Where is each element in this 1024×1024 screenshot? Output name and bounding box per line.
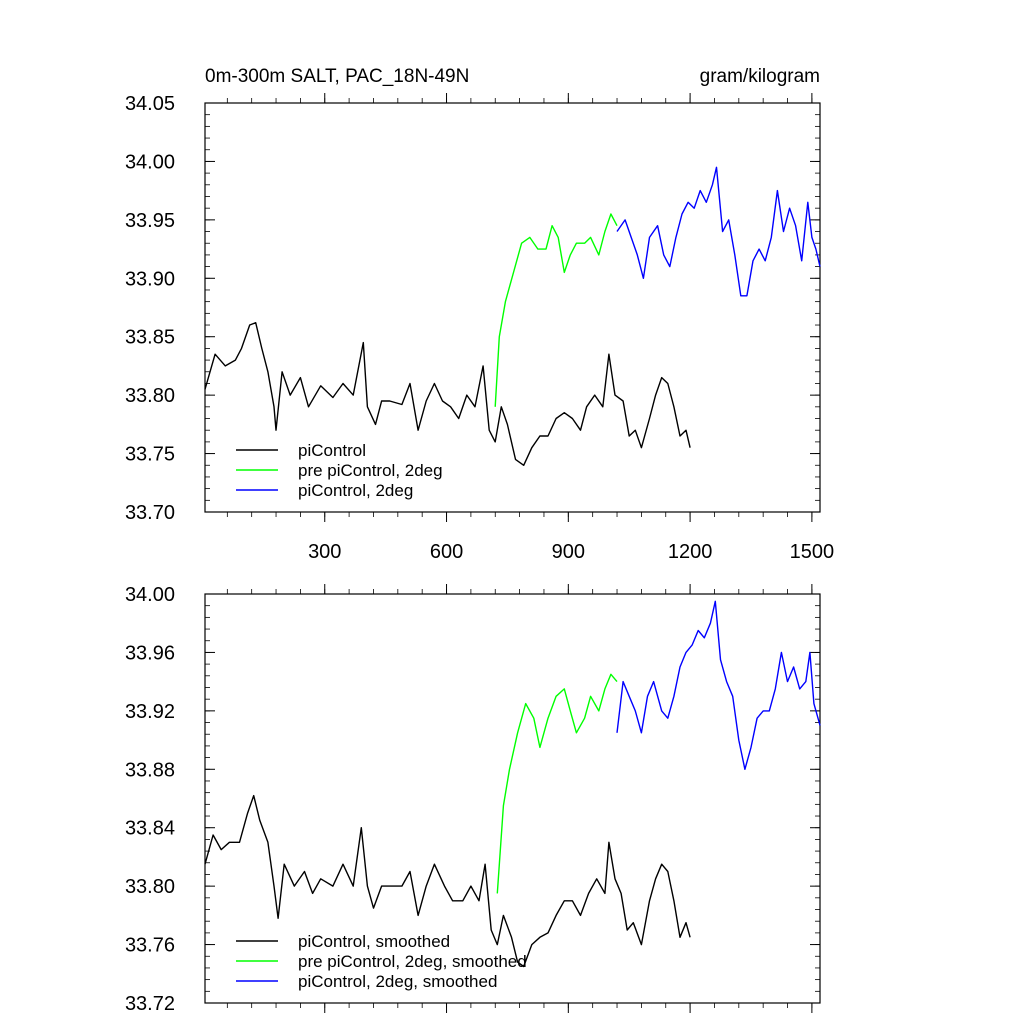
legend-label: pre piControl, 2deg <box>298 461 443 480</box>
bottom-panel-series <box>204 600 821 968</box>
y-tick-label: 33.96 <box>125 642 175 664</box>
x-tick-label: 1500 <box>790 541 835 563</box>
series-line-2 <box>616 166 821 297</box>
top-panel-title: 0m-300m SALT, PAC_18N-49N <box>205 66 469 87</box>
top-panel-axes: 33.70 33.75 33.80 33.85 33.90 33.95 34.00 34.05… <box>125 93 834 563</box>
series-line-0 <box>204 322 691 466</box>
x-tick-label: 1200 <box>668 541 713 563</box>
x-tick-label: 300 <box>308 541 341 563</box>
series-line-1 <box>494 213 618 407</box>
legend-label: piControl, 2deg, smoothed <box>298 972 497 991</box>
series-line-0 <box>204 794 691 968</box>
series-line-1 <box>496 673 618 894</box>
top-panel-units: gram/kilogram <box>700 66 820 87</box>
plot-frame <box>204 102 821 513</box>
y-tick-label: 33.75 <box>125 444 175 466</box>
y-tick-label: 33.76 <box>125 935 175 957</box>
y-tick-label: 33.80 <box>125 876 175 898</box>
top-panel-series <box>204 166 821 466</box>
y-tick-label: 33.92 <box>125 701 175 723</box>
plot-frame <box>204 593 821 1004</box>
y-tick-label: 33.70 <box>125 502 175 524</box>
y-tick-label: 33.80 <box>125 385 175 407</box>
top-panel: 0m-300m SALT, PAC_18N-49N gram/kilogram … <box>125 66 834 563</box>
x-tick-label: 900 <box>552 541 585 563</box>
series-line-2 <box>616 600 821 770</box>
y-tick-label: 34.00 <box>125 151 175 173</box>
y-tick-label: 33.72 <box>125 993 175 1015</box>
y-tick-label: 33.90 <box>125 268 175 290</box>
legend-label: pre piControl, 2deg, smoothed <box>298 952 527 971</box>
legend-label: piControl <box>298 441 366 460</box>
y-tick-label: 33.85 <box>125 327 175 349</box>
y-tick-label: 34.05 <box>125 93 175 115</box>
y-tick-label: 33.88 <box>125 759 175 781</box>
y-tick-label: 33.84 <box>125 818 175 840</box>
legend-label: piControl, smoothed <box>298 932 450 951</box>
y-tick-label: 33.95 <box>125 210 175 232</box>
legend-label: piControl, 2deg <box>298 481 413 500</box>
x-tick-label: 600 <box>430 541 463 563</box>
bottom-panel: 33.72 33.76 33.80 33.84 33.88 33.92 33.96 34.00… <box>125 584 821 1015</box>
y-tick-label: 34.00 <box>125 584 175 606</box>
bottom-panel-axes: 33.72 33.76 33.80 33.84 33.88 33.92 33.96 34.00 <box>125 584 821 1015</box>
